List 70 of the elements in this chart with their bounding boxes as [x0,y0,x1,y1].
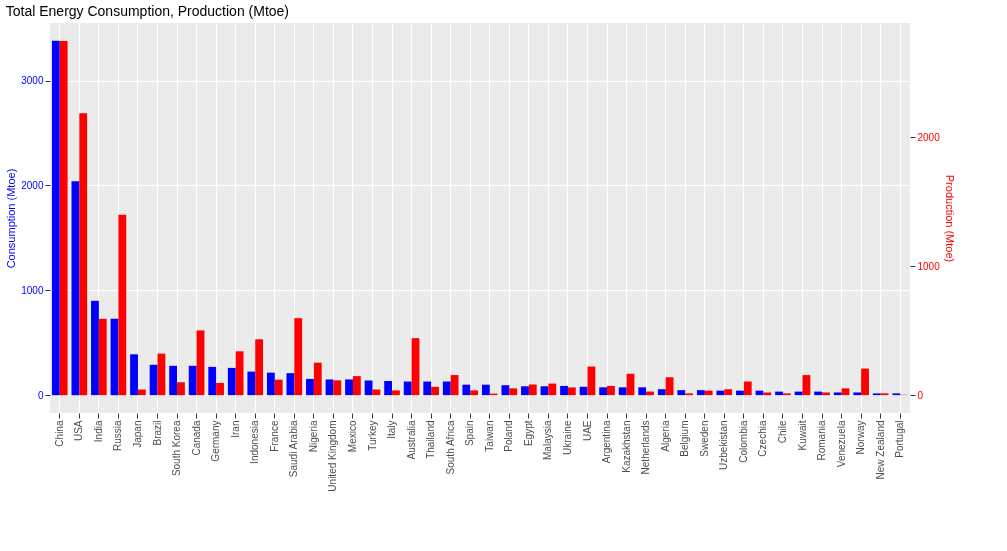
bar [403,381,412,396]
bar [169,365,178,396]
x-tick-label: Uzbekistan [718,420,730,470]
x-tick-label: Canada [190,420,202,456]
bar [743,381,752,396]
x-tick-label: Germany [210,420,222,462]
y2-tick-label: 2000 [917,131,941,143]
bar [286,373,295,396]
x-tick-label: Russia [112,420,124,452]
x-tick-label: Indonesia [249,420,261,464]
chart-title: Total Energy Consumption, Production (Mtoe) [5,3,289,19]
x-tick-label: Malaysia [542,420,554,460]
x-tick-label: Egypt [522,420,534,447]
bar [130,354,138,396]
x-tick-label: Norway [855,420,867,455]
y-tick-label: 1000 [21,284,44,296]
x-tick-label: Ukraine [561,420,573,455]
bar [853,392,862,396]
x-tick-label: New Zealand [874,420,886,480]
x-tick-label: Taiwan [483,420,495,452]
bar [364,380,373,396]
x-tick-label: Spain [464,420,476,447]
x-tick-label: Thailand [425,420,437,459]
x-tick-label: Argentina [601,420,613,464]
x-tick-label: South Korea [171,420,183,477]
x-tick-label: South Africa [444,420,456,475]
x-tick-label: Australia [405,420,417,460]
y2-axis-title: Production (Mtoe) [943,174,956,263]
bar [137,389,146,396]
x-tick-label: Kazakhstan [620,420,632,473]
y2-tick-label: 0 [917,389,924,401]
y-axis-title: Consumption (Mtoe) [5,168,18,269]
bar [208,366,217,396]
bar [118,214,127,396]
x-tick-label: USA [73,420,85,442]
x-tick-label: Belgium [679,420,691,457]
x-tick-label: Turkey [366,420,378,451]
x-tick-label: Iran [229,420,241,438]
bar [196,330,205,396]
y-tick-label: 0 [37,389,44,401]
x-tick-label: Mexico [346,420,358,453]
bar [665,377,674,396]
x-tick-label: Chile [776,420,788,444]
x-tick-label: UAE [581,420,593,442]
x-tick-label: Kuwait [796,420,808,451]
bar [294,318,303,396]
x-tick-label: Colombia [737,420,749,463]
bar [384,381,393,396]
y-tick-label: 2000 [21,180,44,191]
x-tick-label: Nigeria [307,420,319,453]
x-tick-label: Venezuela [835,420,847,468]
x-tick-label: Sweden [698,420,710,457]
x-tick-label: Portugal [894,420,906,458]
y2-tick-label: 1000 [917,260,941,272]
x-tick-label: France [268,420,280,452]
x-tick-label: Netherlands [640,420,652,475]
bar [255,339,264,396]
x-tick-label: China [53,420,65,447]
bar [861,368,869,396]
x-tick-label: Czechia [757,420,769,457]
x-tick-label: Japan [131,420,143,448]
x-tick-label: Romania [816,420,828,461]
x-tick-label: Saudi Arabia [288,420,300,478]
x-tick-label: Algeria [659,420,671,452]
x-tick-label: Italy [386,420,398,439]
x-tick-label: United Kingdom [327,420,339,492]
x-tick-label: Poland [503,420,515,452]
y-tick-label: 3000 [21,75,44,87]
x-tick-label: India [92,420,104,443]
x-tick-label: Brazil [151,420,163,446]
